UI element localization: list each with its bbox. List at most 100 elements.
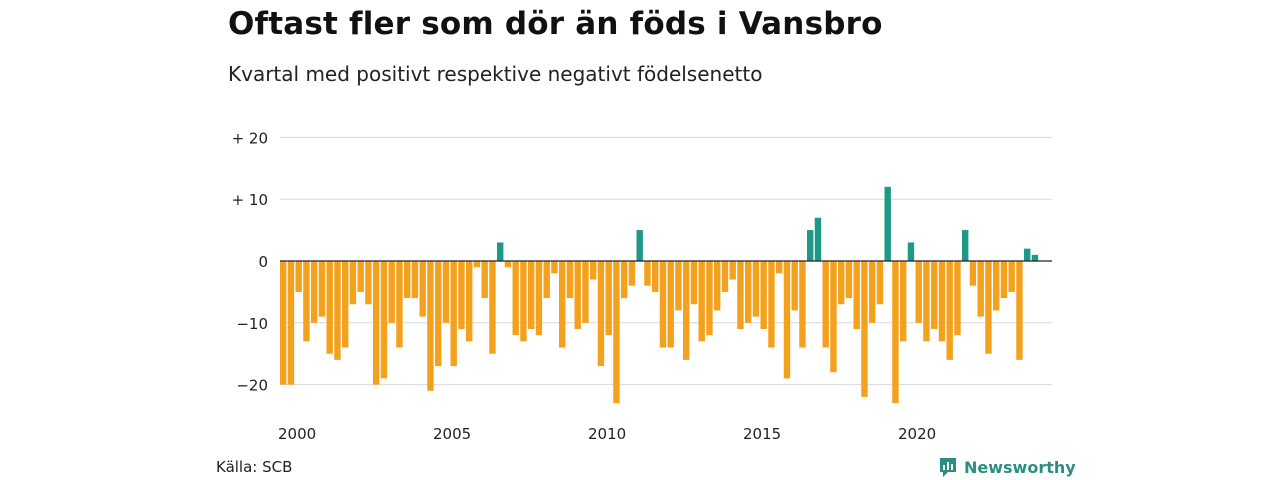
bar (512, 261, 519, 336)
bar (714, 261, 721, 311)
bar (318, 261, 326, 317)
bar (559, 261, 566, 348)
bar (458, 261, 465, 329)
brand-logo: Newsworthy (938, 456, 1076, 478)
y-tick-label: −20 (236, 377, 268, 395)
bar (597, 261, 605, 367)
bar (675, 261, 682, 311)
bar (667, 261, 674, 348)
bar (628, 261, 636, 286)
bar (822, 261, 829, 348)
bar (954, 261, 961, 336)
bar (481, 261, 488, 299)
bar (311, 261, 318, 323)
bar (473, 261, 481, 268)
bar (915, 261, 922, 323)
bar (644, 261, 651, 286)
bar (985, 261, 992, 354)
bar (582, 261, 589, 323)
bar (1000, 261, 1008, 299)
bar (814, 217, 822, 261)
bar (442, 261, 450, 323)
x-tick-label: 2005 (433, 425, 471, 443)
bar (411, 261, 419, 299)
bar (830, 261, 837, 373)
bar (334, 261, 341, 360)
bar (946, 261, 953, 360)
bar (295, 261, 302, 292)
bar (752, 261, 760, 317)
bar (845, 261, 853, 299)
bar (380, 261, 388, 379)
bar (419, 261, 426, 317)
bar (652, 261, 659, 292)
bar (551, 261, 558, 274)
bar (838, 261, 845, 305)
bar (357, 261, 364, 292)
bar (280, 261, 287, 385)
bar (706, 261, 713, 336)
chart-title: Oftast fler som dör än föds i Vansbro (228, 6, 883, 42)
bar (287, 261, 295, 385)
bar (876, 261, 884, 305)
bar (326, 261, 333, 354)
newsworthy-logo-icon (940, 458, 956, 477)
bar (931, 261, 938, 329)
x-tick-label: 2015 (743, 425, 781, 443)
bar (993, 261, 1000, 311)
bar (574, 261, 581, 329)
bar (566, 261, 574, 299)
bar (365, 261, 372, 305)
bar (776, 261, 783, 274)
bar (892, 261, 899, 404)
bar (396, 261, 403, 348)
bar (962, 230, 969, 261)
bar (528, 261, 535, 329)
bar (768, 261, 775, 348)
bar (884, 186, 891, 261)
bar (489, 261, 496, 354)
bar (721, 261, 729, 292)
bar (853, 261, 860, 329)
bar (698, 261, 705, 342)
y-tick-label: + 20 (232, 129, 268, 147)
bar (1016, 261, 1023, 360)
bar (520, 261, 527, 342)
bar (427, 261, 434, 391)
bar (1024, 248, 1031, 261)
bar (938, 261, 946, 342)
bar (349, 261, 357, 305)
bar (729, 261, 736, 280)
bar (1008, 261, 1015, 292)
x-tick-label: 2010 (588, 425, 626, 443)
y-tick-label: −10 (236, 315, 268, 333)
bar (683, 261, 690, 360)
y-tick-label: + 10 (232, 191, 268, 209)
bar (807, 230, 814, 261)
x-tick-label: 2000 (278, 425, 316, 443)
bar (404, 261, 411, 299)
bar (1031, 254, 1039, 261)
bar (342, 261, 349, 348)
bar (659, 261, 667, 348)
source-note: Källa: SCB (216, 458, 293, 476)
bar (373, 261, 380, 385)
bar (497, 242, 504, 261)
bar (900, 261, 907, 342)
bar (636, 230, 643, 261)
bar (977, 261, 984, 317)
bar (791, 261, 798, 311)
bar (590, 261, 597, 280)
bar (861, 261, 868, 397)
bar (783, 261, 791, 379)
bar (504, 261, 512, 268)
bar (869, 261, 876, 323)
bar (690, 261, 698, 305)
bar (760, 261, 767, 329)
bar (466, 261, 473, 342)
bar (799, 261, 806, 348)
bar (737, 261, 744, 329)
bar (923, 261, 930, 342)
bar (543, 261, 550, 299)
bar (621, 261, 628, 299)
